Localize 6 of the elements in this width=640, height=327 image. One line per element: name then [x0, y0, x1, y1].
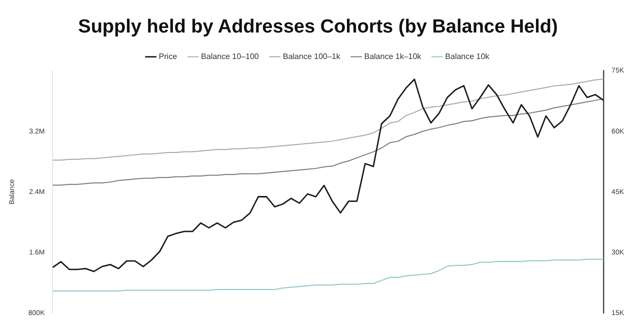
chart-title: Supply held by Addresses Cohorts (by Balance Held)	[78, 16, 558, 38]
legend-label: Price	[158, 52, 178, 62]
legend-label: Balance 10–100	[201, 52, 260, 62]
legend-label: Balance 100–1k	[282, 52, 342, 62]
legend-label: Balance 1k–10k	[364, 52, 422, 62]
legend-label: Balance 10k	[445, 52, 490, 62]
